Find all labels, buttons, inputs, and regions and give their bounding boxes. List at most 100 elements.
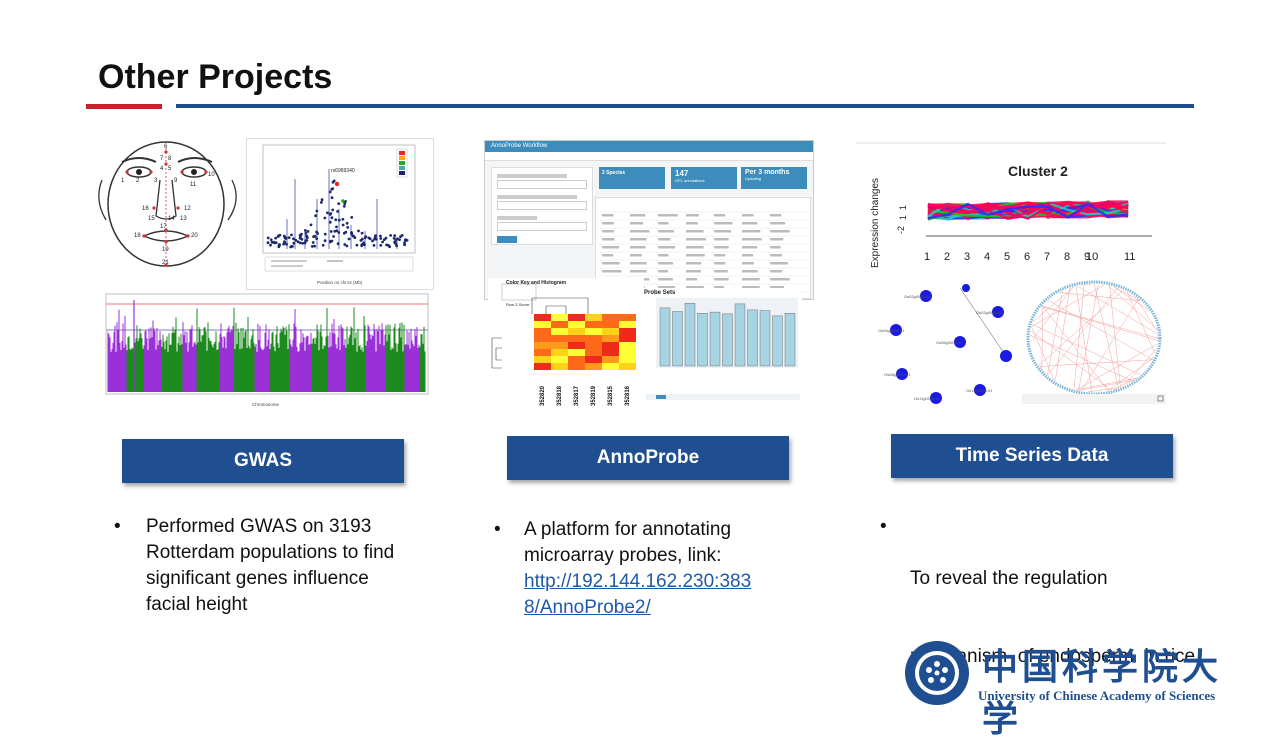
heatmap-cell <box>602 328 619 335</box>
gwas-line: Rotterdam populations to find <box>146 540 394 566</box>
annoprobe-link[interactable]: http://192.144.162.230:383 8/AnnoProbe2/ <box>524 569 751 621</box>
probe-bar <box>735 304 745 366</box>
table-cell <box>686 214 699 217</box>
title-rule-blue <box>176 104 1194 108</box>
table-cell <box>770 222 785 225</box>
heatmap-cell <box>619 321 636 328</box>
heatmap-cell <box>619 363 636 370</box>
table-cell <box>630 262 647 265</box>
locus-dot <box>315 231 318 234</box>
table-cell <box>714 254 725 257</box>
annoprobe-description: • A platform for annotating microarray p… <box>494 517 794 627</box>
table-cell <box>714 222 733 225</box>
table-cell <box>686 222 698 225</box>
heatmap-cell <box>551 328 568 335</box>
annoprobe-app-title: AnnoProbe Workflow <box>485 141 813 152</box>
face-landmark: 2 <box>136 178 140 184</box>
stat-box-species: 2 Species <box>599 167 665 189</box>
table-cell <box>686 270 701 273</box>
table-cell <box>686 262 701 265</box>
locus-dot <box>333 180 336 183</box>
table-cell <box>742 214 754 217</box>
locus-dot <box>346 226 349 229</box>
locus-dot <box>270 238 273 241</box>
svg-text:Position on chr14 (Mb): Position on chr14 (Mb) <box>317 280 363 285</box>
circle-chord <box>1030 287 1073 343</box>
heatmap-cell <box>602 321 619 328</box>
svg-text:Os02g0000-02: Os02g0000-02 <box>976 310 1003 315</box>
table-cell <box>658 278 673 281</box>
locus-dot <box>314 214 317 217</box>
color-key-title: Color Key and Histogram <box>506 280 567 286</box>
heatmap-cell <box>568 363 585 370</box>
locus-dot <box>288 236 291 239</box>
locus-dot <box>332 235 335 238</box>
table-cell <box>602 222 614 225</box>
cluster-ylabel: Expression changes <box>870 178 881 268</box>
cluster-title: Cluster 2 <box>1008 163 1068 179</box>
time-series-circle-network <box>1022 280 1166 406</box>
heatmap-col-label: 352818 <box>557 385 563 406</box>
face-landmark: 1 <box>121 178 125 184</box>
locus-dot <box>329 240 332 243</box>
table-cell <box>602 270 621 273</box>
heatmap-cell <box>585 328 602 335</box>
ucas-name-en: University of Chinese Academy of Science… <box>978 688 1215 704</box>
face-landmark: 14 <box>168 216 175 222</box>
probe-bar <box>773 316 783 366</box>
heatmap-cell <box>534 335 551 342</box>
probe-bar <box>748 310 758 366</box>
locus-dot <box>374 234 377 237</box>
heatmap-cell <box>602 314 619 321</box>
heatmap-cell <box>585 314 602 321</box>
table-cell <box>770 262 788 265</box>
locus-dot <box>394 242 397 245</box>
locus-dot <box>350 231 353 234</box>
heatmap-cell <box>568 321 585 328</box>
locus-dot <box>320 201 323 204</box>
locus-dot <box>313 245 316 248</box>
table-cell <box>770 278 790 281</box>
table-cell <box>658 214 678 217</box>
heatmap-cell <box>568 349 585 356</box>
locus-dot <box>294 239 297 242</box>
annoprobe-heatmap: Color Key and Histogram Row Z-Score 3528… <box>488 278 644 408</box>
heatmap-cell <box>534 314 551 321</box>
locus-dot <box>307 230 310 233</box>
annoprobe-line: A platform for annotating <box>524 517 751 543</box>
table-cell <box>742 278 760 281</box>
annoprobe-app-screenshot: AnnoProbe Workflow 2 Species 147 GPL ann… <box>484 140 814 300</box>
heatmap-cell <box>585 335 602 342</box>
locus-dot <box>324 233 327 236</box>
locus-dot <box>361 232 364 235</box>
locus-dot <box>360 239 363 242</box>
locus-dot <box>290 234 293 237</box>
table-cell <box>770 246 781 249</box>
bullet-dot: • <box>494 517 501 543</box>
heatmap-cell <box>534 342 551 349</box>
cluster-xtick: 10 <box>1086 251 1098 263</box>
gwas-description: • Performed GWAS on 3193 Rotterdam popul… <box>114 514 434 624</box>
locus-dot <box>330 188 333 191</box>
cluster-ytick: 1 <box>898 215 908 220</box>
face-landmark: 11 <box>190 182 197 188</box>
cluster-xtick: 5 <box>1004 251 1010 263</box>
table-cell <box>630 270 647 273</box>
locus-dot <box>289 246 292 249</box>
locus-dot <box>334 218 337 221</box>
locus-dot <box>357 230 360 233</box>
table-cell <box>742 270 758 273</box>
stat-box-update: Per 3 months Updating <box>741 167 807 189</box>
locus-dot <box>331 216 334 219</box>
gwas-locus-plot: rs6969340 Position on chr14 (Mb) <box>246 138 434 290</box>
face-landmark: 6 <box>164 144 168 150</box>
svg-text:Os02g0000-01: Os02g0000-01 <box>904 294 931 299</box>
annoprobe-label: AnnoProbe <box>507 436 789 480</box>
locus-dot <box>329 191 332 194</box>
locus-dot <box>379 235 382 238</box>
face-landmark: 9 <box>174 178 178 184</box>
table-cell <box>630 246 646 249</box>
locus-dot <box>361 243 364 246</box>
circle-chord <box>1032 324 1141 375</box>
